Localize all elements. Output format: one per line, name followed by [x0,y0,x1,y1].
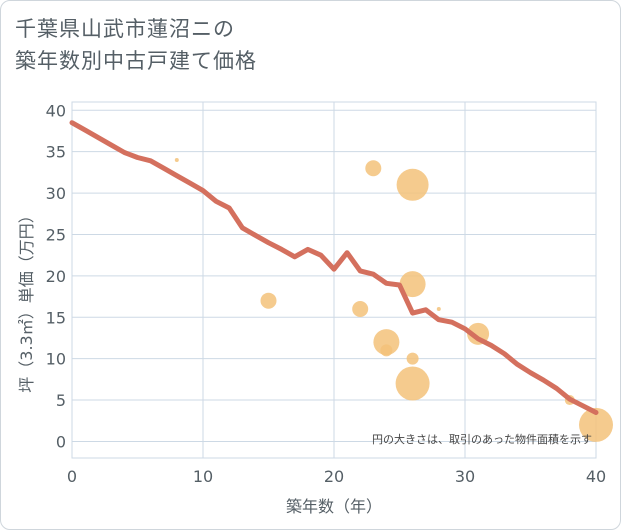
x-tick-label: 20 [324,467,344,486]
x-tick-label: 0 [67,467,77,486]
grid-lines [71,102,597,458]
y-tick-label: 35 [46,143,66,162]
chart-title-line-2: 築年数別中古戸建て価格 [15,49,257,73]
x-tick-labels: 0 10 20 30 40 [67,467,606,486]
trend-line [69,120,599,415]
chart-title-line-1: 千葉県山武市蓮沼ニの [15,17,235,41]
x-tick-label: 10 [193,467,213,486]
y-tick-label: 15 [46,308,66,327]
data-bubble [260,292,277,309]
data-bubble [365,160,382,177]
data-bubble [436,306,441,311]
y-tick-labels: 0 5 10 15 20 25 30 35 40 [46,101,66,451]
data-bubble [396,168,429,201]
trend-series [69,120,599,415]
x-tick-label: 40 [586,467,606,486]
y-tick-label: 30 [46,184,66,203]
data-bubble [352,300,369,317]
y-tick-label: 40 [46,101,66,120]
data-bubble [399,271,426,298]
y-tick-label: 0 [56,432,66,451]
data-bubble [395,366,430,401]
y-tick-label: 25 [46,225,66,244]
bubble-series [174,157,613,442]
y-tick-label: 10 [46,350,66,369]
data-bubble [373,329,400,356]
data-bubble [174,157,179,162]
data-bubble [579,407,613,442]
x-axis-label: 築年数（年） [286,497,382,516]
y-tick-label: 5 [56,391,66,410]
y-axis-label: 坪（3.3㎡）単価（万円） [17,207,36,392]
data-bubble [406,352,419,365]
x-tick-label: 30 [455,467,475,486]
bubble-size-note: 円の大きさは、取引のあった物件面積を示す [372,432,592,446]
chart-title: 千葉県山武市蓮沼ニの 築年数別中古戸建て価格 [15,13,257,77]
y-tick-label: 20 [46,267,66,286]
data-bubble [380,344,393,357]
